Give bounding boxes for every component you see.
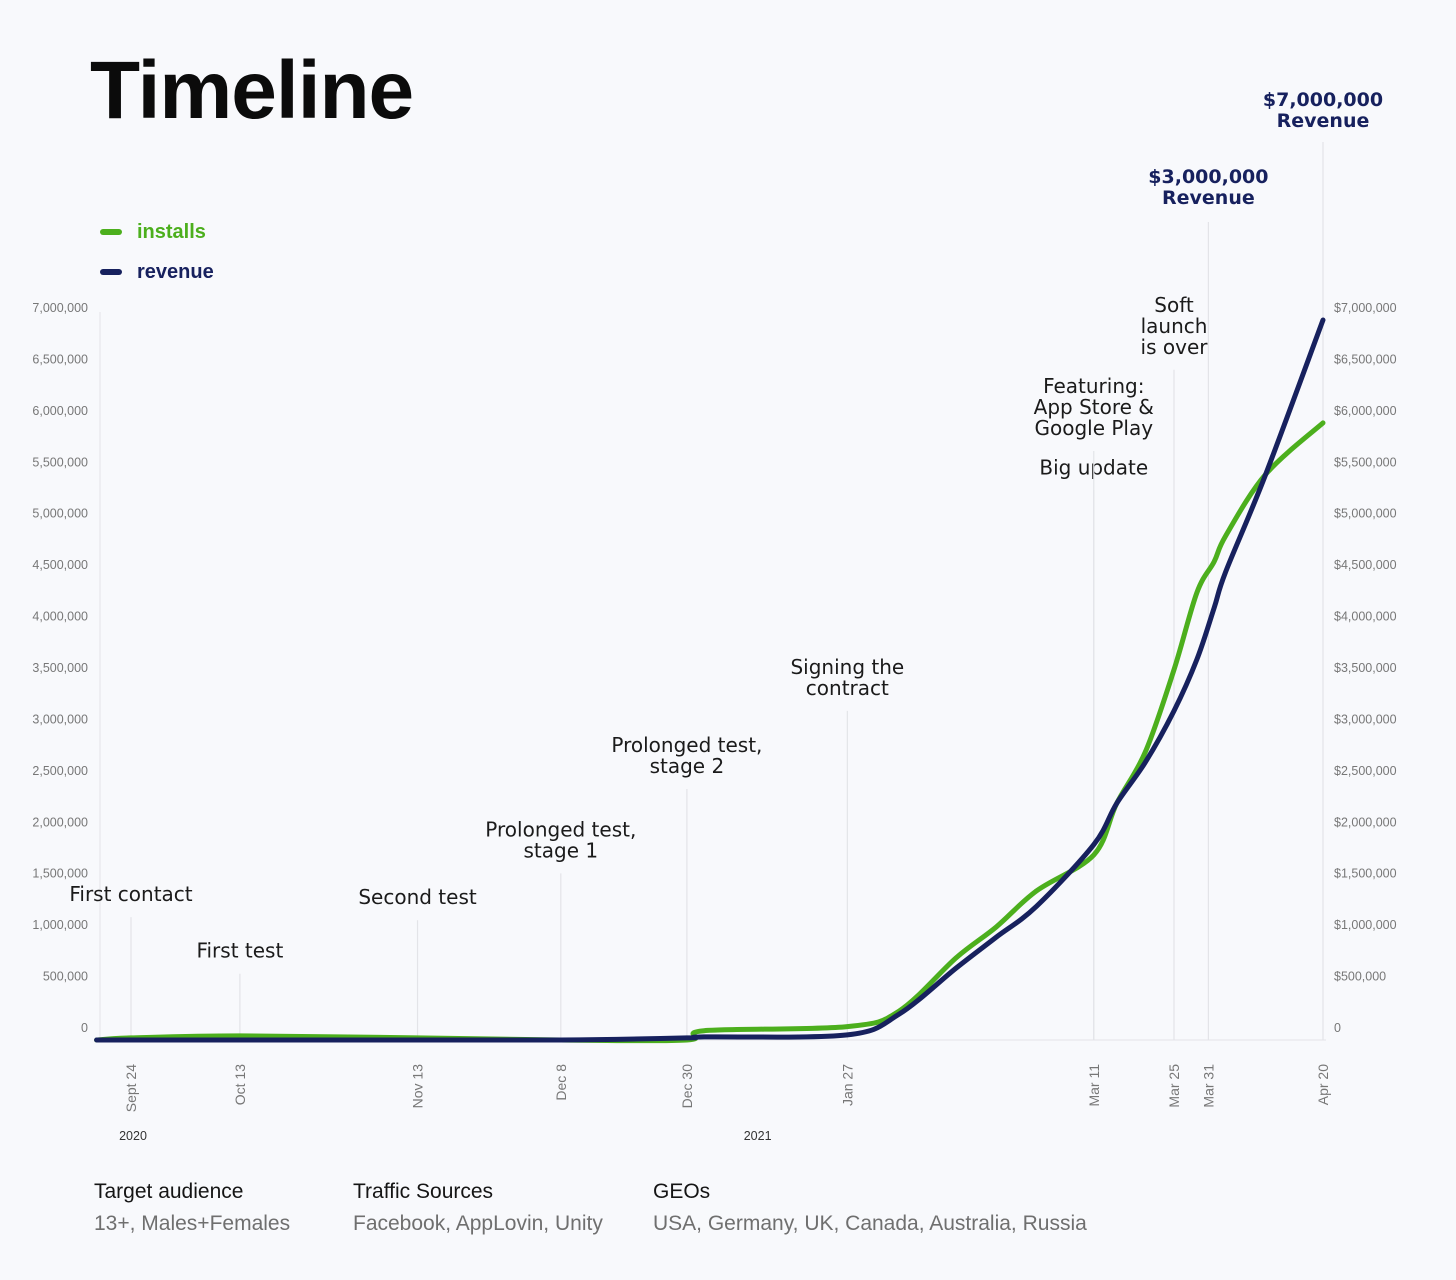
milestone-label: $3,000,000 Revenue [1148, 166, 1268, 209]
x-tick-label: Oct 13 [232, 1064, 248, 1105]
timeline-chart: 0 500,000 1,000,000 1,500,000 2,000,000 2,500… [32, 89, 1397, 1143]
annotation-line: First contact [69, 882, 192, 906]
annotation-label: Prolonged test, stage 1 [485, 817, 636, 862]
footer-value: USA, Germany, UK, Canada, Australia, Rus… [653, 1212, 1087, 1235]
annotation-line: Prolonged test, [485, 817, 636, 841]
annotation-line: stage 2 [650, 754, 725, 778]
x-tick-label: Mar 25 [1166, 1064, 1182, 1108]
y-tick-label-right: $2,500,000 [1334, 764, 1397, 778]
milestone-line: Revenue [1162, 187, 1255, 209]
x-tick-label: Mar 31 [1200, 1064, 1216, 1108]
footer-info: Target audience 13+, Males+Females Traff… [0, 1180, 1456, 1260]
x-tick-label: Dec 30 [679, 1064, 695, 1109]
annotation-line: is over [1141, 335, 1209, 359]
annotation-line: Second test [358, 885, 477, 909]
annotation-line: App Store & [1034, 395, 1154, 419]
footer-target-audience: Target audience 13+, Males+Females [94, 1180, 290, 1236]
annotation-line: First test [196, 939, 283, 963]
y-tick-label-left: 0 [81, 1021, 88, 1035]
y-tick-label-left: 500,000 [43, 970, 88, 984]
chart-legend: installs revenue [100, 212, 214, 292]
x-tick-label: Nov 13 [410, 1064, 426, 1109]
legend-item-installs[interactable]: installs [100, 212, 214, 252]
x-year-label: 2020 [119, 1129, 147, 1143]
y-tick-label-left: 4,500,000 [32, 558, 88, 572]
y-tick-label-left: 6,000,000 [32, 404, 88, 418]
y-tick-label-right: $6,500,000 [1334, 352, 1397, 366]
x-year-label: 2021 [744, 1129, 772, 1143]
y-tick-label-right: $1,000,000 [1334, 918, 1397, 932]
y-tick-label-left: 6,500,000 [32, 352, 88, 366]
annotation-label: Second test [358, 885, 477, 909]
milestone-line: $7,000,000 [1263, 89, 1383, 111]
page-title: Timeline [90, 45, 414, 136]
x-tick-label: Mar 11 [1086, 1064, 1102, 1107]
y-tick-label-left: 5,000,000 [32, 507, 88, 521]
annotation-line: Featuring: [1043, 374, 1144, 398]
legend-label-installs: installs [137, 220, 206, 243]
y-tick-label-right: $6,000,000 [1334, 404, 1397, 418]
x-tick-label: Jan 27 [839, 1064, 855, 1106]
y-tick-label-left: 1,000,000 [32, 918, 88, 932]
milestone-line: Revenue [1277, 110, 1370, 132]
series-line-revenue [94, 317, 1326, 1043]
footer-value: 13+, Males+Females [94, 1212, 291, 1235]
milestone-line: $3,000,000 [1148, 166, 1268, 188]
y-tick-label-right: $2,000,000 [1334, 815, 1397, 829]
y-tick-label-left: 5,500,000 [32, 455, 88, 469]
annotation-label: First contact [69, 882, 192, 906]
footer-heading: Target audience [94, 1180, 244, 1203]
footer-traffic-sources: Traffic Sources Facebook, AppLovin, Unit… [353, 1180, 603, 1236]
annotation-label: Prolonged test, stage 2 [611, 733, 762, 778]
annotation-line: Signing the [790, 655, 904, 679]
annotation-line: Soft [1154, 293, 1194, 317]
y-tick-label-left: 2,000,000 [32, 815, 88, 829]
x-tick-label: Sept 24 [123, 1064, 139, 1112]
legend-item-revenue[interactable]: revenue [100, 252, 214, 292]
x-tick-label: Dec 8 [553, 1064, 569, 1101]
annotation-label: Signing the contract [790, 655, 904, 700]
y-tick-label-right: 0 [1334, 1021, 1341, 1035]
annotation-line: stage 1 [524, 838, 599, 862]
y-tick-label-left: 2,500,000 [32, 764, 88, 778]
y-tick-label-left: 1,500,000 [32, 867, 88, 881]
annotation-label: Featuring: App Store & Google Play [1034, 374, 1154, 440]
y-tick-label-right: $1,500,000 [1334, 867, 1397, 881]
y-tick-label-right: $7,000,000 [1334, 301, 1397, 315]
legend-swatch-revenue [100, 269, 122, 275]
annotation-label: First test [196, 939, 283, 963]
annotation-label: Soft launch is over [1141, 293, 1209, 359]
y-tick-label-right: $5,500,000 [1334, 455, 1397, 469]
y-tick-label-right: $500,000 [1334, 970, 1386, 984]
y-tick-label-right: $3,000,000 [1334, 712, 1397, 726]
footer-geos: GEOs USA, Germany, UK, Canada, Australia… [653, 1180, 1087, 1236]
y-tick-label-left: 7,000,000 [32, 301, 88, 315]
y-tick-label-right: $4,000,000 [1334, 610, 1397, 624]
footer-heading: Traffic Sources [353, 1180, 494, 1203]
annotation-line: launch [1141, 314, 1208, 338]
footer-value: Facebook, AppLovin, Unity [353, 1212, 603, 1235]
milestone-label: $7,000,000 Revenue [1263, 89, 1383, 132]
x-tick-label: Apr 20 [1315, 1064, 1331, 1105]
y-tick-label-left: 4,000,000 [32, 610, 88, 624]
y-tick-label-right: $5,000,000 [1334, 507, 1397, 521]
footer-heading: GEOs [653, 1180, 711, 1203]
annotation-line: contract [806, 676, 889, 700]
annotation-line: Prolonged test, [611, 733, 762, 757]
y-tick-label-left: 3,000,000 [32, 712, 88, 726]
legend-swatch-installs [100, 229, 122, 235]
annotation-line: Google Play [1034, 416, 1153, 440]
y-tick-label-right: $3,500,000 [1334, 661, 1397, 675]
y-tick-label-right: $4,500,000 [1334, 558, 1397, 572]
legend-label-revenue: revenue [137, 260, 214, 283]
y-tick-label-left: 3,500,000 [32, 661, 88, 675]
